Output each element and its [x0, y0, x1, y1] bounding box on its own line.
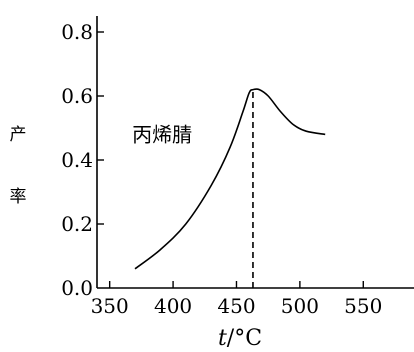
y-tick-label: 0.8: [61, 20, 93, 44]
x-tick-label: 450: [217, 294, 255, 318]
x-axis-title-var: t: [218, 326, 227, 351]
x-tick-label: 400: [154, 294, 192, 318]
x-tick-label: 350: [91, 294, 129, 318]
y-axis-label-char: 率: [10, 187, 27, 207]
y-axis-label-char: 产: [10, 125, 27, 145]
axes: [96, 16, 414, 289]
y-tick-label: 0.6: [61, 84, 93, 108]
x-axis-title-unit: /°C: [227, 326, 262, 351]
x-tick-label: 500: [281, 294, 319, 318]
x-tick-label: 550: [344, 294, 382, 318]
x-axis-title: t/°C: [218, 326, 262, 351]
y-tick-label: 0.2: [61, 212, 93, 236]
y-origin-label: 0.0: [61, 276, 93, 300]
y-tick-label: 0.4: [61, 148, 93, 172]
series-line: [134, 88, 326, 270]
series-group: [134, 88, 326, 288]
labels: 丙烯腈 产率 t/°C: [10, 122, 263, 351]
curve-annotation: 丙烯腈: [132, 122, 192, 146]
